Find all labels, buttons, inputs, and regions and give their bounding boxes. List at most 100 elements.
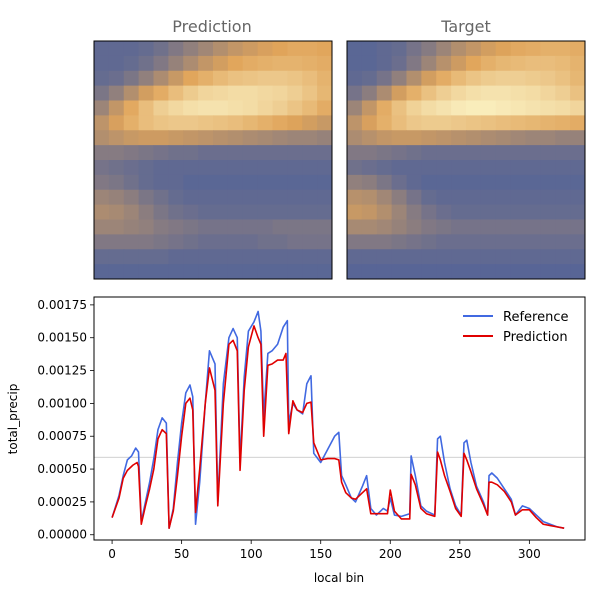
prediction-heatmap-frame [93, 40, 333, 280]
heatmap-cell [376, 70, 393, 87]
heatmap-cell [183, 130, 199, 146]
heatmap-cell [302, 85, 318, 102]
heatmap-cell [287, 130, 303, 146]
heatmap-cell [361, 160, 378, 176]
heatmap-cell [227, 145, 244, 161]
heatmap-cell [495, 219, 512, 235]
heatmap-cell [540, 160, 556, 176]
heatmap-cell [570, 85, 586, 102]
heatmap-cell [108, 264, 125, 280]
heatmap-cell [183, 100, 199, 116]
heatmap-cell [361, 249, 378, 265]
heatmap-cell [138, 219, 155, 235]
heatmap-cell [436, 234, 452, 250]
heatmap-cell [168, 264, 184, 280]
heatmap-cell [421, 264, 437, 280]
heatmap-cell [495, 249, 512, 265]
heatmap-cell [302, 100, 318, 116]
heatmap-cell [347, 219, 363, 235]
heatmap-cell [525, 55, 541, 72]
heatmap-cell [510, 130, 527, 146]
heatmap-cell [391, 70, 408, 87]
heatmap-cell [451, 41, 467, 57]
heatmap-cell [525, 234, 541, 250]
heatmap-cell [257, 234, 274, 250]
heatmap-cell [198, 234, 214, 250]
heatmap-cell [570, 145, 586, 161]
heatmap-cell [540, 174, 556, 191]
heatmap-cell [376, 219, 393, 235]
heatmap-cell [153, 160, 169, 176]
heatmap-cell [406, 130, 422, 146]
heatmap-cell [123, 264, 140, 280]
heatmap-cell [347, 41, 363, 57]
line-chart-frame [93, 296, 586, 541]
heatmap-cell [347, 100, 363, 116]
heatmap-cell [257, 70, 274, 87]
heatmap-cell [436, 41, 452, 57]
heatmap-cell [272, 160, 288, 176]
y-tick-label: 0.00100 [37, 396, 87, 410]
heatmap-cell [555, 160, 571, 176]
heatmap-cell [108, 204, 125, 221]
heatmap-cell [183, 264, 199, 280]
heatmap-cell [257, 189, 274, 206]
heatmap-cell [168, 219, 184, 235]
heatmap-cell [153, 234, 169, 250]
heatmap-cell [347, 189, 363, 206]
heatmap-cell [361, 219, 378, 235]
heatmap-cell [451, 219, 467, 235]
heatmap-cell [347, 115, 363, 131]
heatmap-cell [123, 85, 140, 102]
heatmap-cell [242, 145, 259, 161]
heatmap-cell [466, 160, 482, 176]
x-tick-label: 250 [448, 547, 471, 561]
heatmap-cell [495, 189, 512, 206]
heatmap-cell [227, 219, 244, 235]
heatmap-cell [376, 189, 393, 206]
heatmap-cell [287, 70, 303, 87]
heatmap-cell [540, 219, 556, 235]
heatmap-cell [94, 174, 110, 191]
heatmap-cell [183, 249, 199, 265]
heatmap-cell [257, 249, 274, 265]
heatmap-cell [570, 70, 586, 87]
heatmap-cell [123, 55, 140, 72]
heatmap-cell [480, 204, 497, 221]
heatmap-cell [257, 264, 274, 280]
heatmap-cell [376, 249, 393, 265]
heatmap-cell [287, 219, 303, 235]
heatmap-cell [406, 234, 422, 250]
heatmap-cell [198, 145, 214, 161]
heatmap-cell [510, 115, 527, 131]
heatmap-cell [570, 174, 586, 191]
heatmap-cell [183, 55, 199, 72]
heatmap-cell [183, 234, 199, 250]
heatmap-cell [466, 174, 482, 191]
heatmap-cell [317, 189, 333, 206]
heatmap-cell [510, 249, 527, 265]
heatmap-cell [421, 85, 437, 102]
heatmap-cell [272, 55, 288, 72]
heatmap-cell [376, 145, 393, 161]
heatmap-cell [525, 204, 541, 221]
heatmap-cell [94, 264, 110, 280]
heatmap-cell [510, 70, 527, 87]
heatmap-cell [168, 234, 184, 250]
series-line-prediction [111, 325, 565, 529]
heatmap-cell [495, 100, 512, 116]
heatmap-cell [153, 145, 169, 161]
heatmap-cell [436, 115, 452, 131]
heatmap-cell [213, 115, 229, 131]
heatmap-cell [406, 160, 422, 176]
heatmap-cell [257, 219, 274, 235]
heatmap-cell [376, 100, 393, 116]
heatmap-cell [123, 100, 140, 116]
heatmap-cell [436, 100, 452, 116]
heatmap-cell [466, 219, 482, 235]
heatmap-cell [183, 70, 199, 87]
heatmap-cell [406, 174, 422, 191]
heatmap-cell [242, 264, 259, 280]
heatmap-cell [213, 264, 229, 280]
heatmap-cell [361, 100, 378, 116]
